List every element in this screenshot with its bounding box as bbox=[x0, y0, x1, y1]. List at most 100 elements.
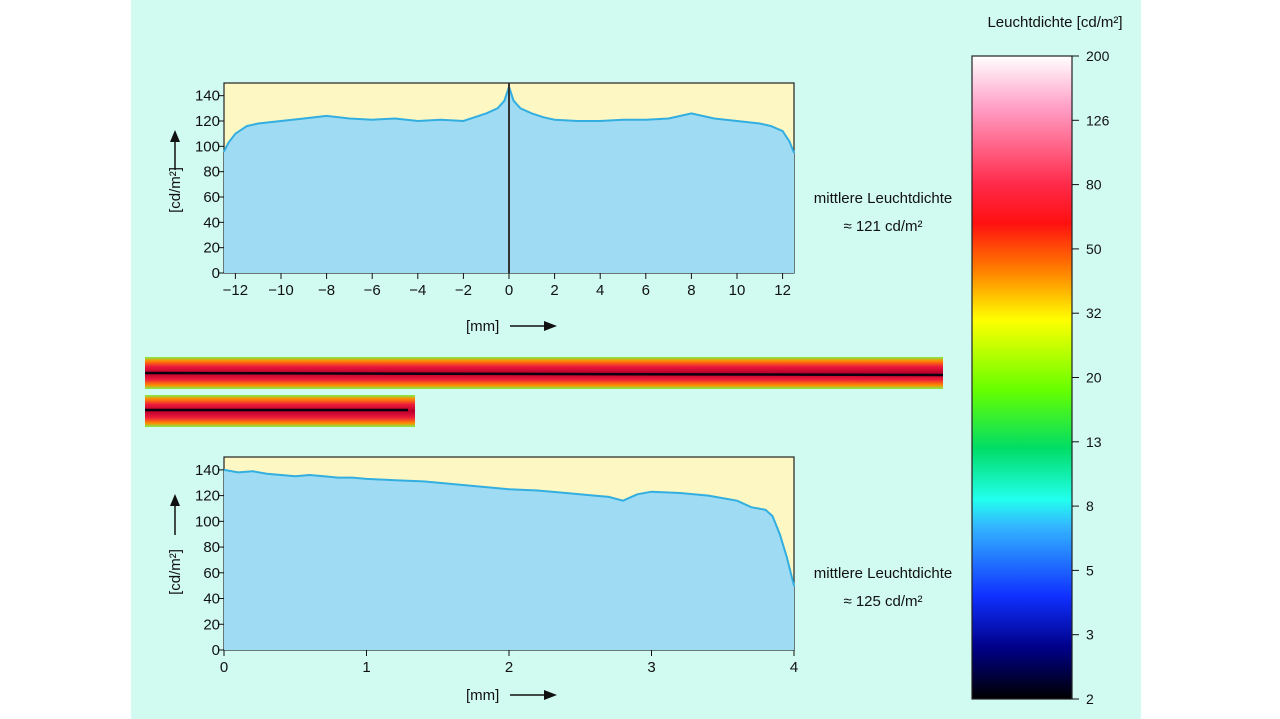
chart-top: −12 −10 −8 −6 −4 −2 0 2 4 6 8 10 1202040608010012014… bbox=[167, 82, 952, 335]
colorbar-tick-label-6: 13 bbox=[1086, 434, 1102, 450]
colorbar-tick-label-7: 8 bbox=[1086, 498, 1094, 514]
top-point-24 bbox=[576, 120, 579, 122]
top-point-26 bbox=[622, 118, 624, 121]
colorbar-tick-label-1: 126 bbox=[1086, 112, 1110, 128]
bottom-point-4 bbox=[280, 474, 282, 476]
top-xtick-label-0: −12 bbox=[223, 282, 248, 299]
top-ytick-label-0: 0 bbox=[212, 265, 220, 282]
top-point-6 bbox=[303, 117, 305, 120]
bottom-ytick-label-2: 40 bbox=[203, 591, 220, 608]
y-arrowhead-bottom bbox=[170, 494, 180, 506]
bottom-point-8 bbox=[337, 476, 339, 479]
bottom-point-16 bbox=[536, 489, 539, 492]
top-point-36 bbox=[793, 151, 795, 154]
x-arrowhead-bottom bbox=[544, 690, 557, 700]
bottom-point-3 bbox=[266, 472, 268, 475]
top-point-22 bbox=[542, 116, 544, 118]
top-point-15 bbox=[485, 112, 488, 115]
top-point-28 bbox=[667, 117, 670, 120]
bottom-ytick-label-4: 80 bbox=[203, 539, 220, 556]
top-point-30 bbox=[713, 117, 715, 120]
bottom-point-30 bbox=[786, 556, 788, 559]
bottom-point-9 bbox=[351, 476, 354, 479]
top-point-3 bbox=[246, 125, 248, 127]
bottom-point-6 bbox=[308, 474, 311, 476]
top-xtick-label-9: 6 bbox=[642, 282, 650, 299]
bottom-ytick-label-6: 120 bbox=[195, 488, 220, 505]
colorbar-gradient bbox=[971, 55, 1073, 700]
colorbar-tick-label-10: 2 bbox=[1086, 691, 1094, 707]
top-point-5 bbox=[280, 120, 282, 122]
colorbar-tick-label-4: 32 bbox=[1086, 305, 1102, 321]
top-xtick-label-11: 10 bbox=[729, 282, 746, 299]
top-xtick-label-6: 0 bbox=[505, 282, 513, 299]
luminance-strip-long bbox=[144, 357, 944, 389]
top-xtick-label-12: 12 bbox=[774, 282, 791, 299]
top-xtick-label-8: 4 bbox=[596, 282, 604, 299]
top-point-13 bbox=[462, 120, 465, 122]
ylabel-top: [cd/m²] bbox=[167, 167, 184, 213]
top-ytick-label-1: 20 bbox=[203, 240, 220, 257]
bottom-point-27 bbox=[764, 509, 767, 511]
luminance-strip-short bbox=[145, 395, 415, 427]
bottom-point-28 bbox=[771, 515, 774, 517]
annotation-top-line2: ≈ 121 cd/m² bbox=[843, 218, 922, 235]
top-point-19 bbox=[512, 99, 515, 102]
top-point-29 bbox=[690, 112, 693, 115]
chart-top-marks: −12 −10 −8 −6 −4 −2 0 2 4 6 8 10 1202040608010012014… bbox=[195, 83, 795, 299]
bottom-point-1 bbox=[237, 471, 240, 474]
bottom-point-7 bbox=[323, 475, 325, 478]
colorbar-tick-label-5: 20 bbox=[1086, 370, 1102, 386]
colorbar-tick-label-2: 80 bbox=[1086, 177, 1102, 193]
bottom-point-23 bbox=[679, 492, 681, 494]
top-point-27 bbox=[645, 118, 647, 121]
x-arrowhead-top bbox=[544, 321, 557, 331]
top-point-20 bbox=[519, 107, 522, 110]
top-ytick-label-7: 140 bbox=[195, 88, 220, 105]
bottom-point-10 bbox=[365, 478, 368, 480]
bottom-point-20 bbox=[622, 499, 624, 502]
top-point-2 bbox=[234, 132, 237, 135]
colorbar-tick-label-9: 3 bbox=[1086, 627, 1094, 643]
top-xtick-label-2: −8 bbox=[318, 282, 335, 299]
top-point-33 bbox=[770, 125, 772, 127]
top-point-11 bbox=[417, 120, 419, 122]
bottom-point-13 bbox=[451, 483, 453, 485]
bottom-xtick-label-3: 3 bbox=[647, 659, 655, 676]
bottom-xtick-label-1: 1 bbox=[362, 659, 370, 676]
top-point-7 bbox=[325, 115, 328, 117]
bottom-ytick-label-3: 60 bbox=[203, 565, 220, 582]
colorbar-tick-label-0: 200 bbox=[1086, 48, 1110, 64]
annotation-bottom-line1: mittlere Leuchtdichte bbox=[814, 565, 952, 582]
top-xtick-label-1: −10 bbox=[268, 282, 293, 299]
xlabel-top: [mm] bbox=[466, 318, 499, 335]
top-point-17 bbox=[503, 99, 506, 102]
top-point-4 bbox=[257, 122, 260, 125]
bottom-ytick-label-5: 100 bbox=[195, 513, 220, 530]
bottom-point-11 bbox=[394, 479, 396, 482]
bottom-point-2 bbox=[251, 470, 254, 473]
bottom-ytick-label-1: 20 bbox=[203, 616, 220, 633]
top-point-12 bbox=[439, 118, 442, 121]
xlabel-bottom: [mm] bbox=[466, 687, 499, 704]
top-point-23 bbox=[553, 118, 556, 121]
bottom-ytick-label-0: 0 bbox=[212, 642, 220, 659]
bottom-xtick-label-2: 2 bbox=[505, 659, 513, 676]
colorbar-title: Leuchtdichte [cd/m²] bbox=[987, 14, 1122, 31]
top-point-25 bbox=[599, 120, 601, 122]
top-point-1 bbox=[227, 141, 230, 144]
bottom-point-12 bbox=[422, 480, 425, 483]
bottom-point-18 bbox=[593, 494, 596, 497]
bottom-point-25 bbox=[736, 499, 738, 502]
bottom-point-29 bbox=[779, 533, 781, 535]
bottom-series-line-0 bbox=[223, 468, 795, 586]
top-point-35 bbox=[788, 140, 791, 143]
top-point-21 bbox=[531, 112, 533, 115]
y-arrowhead-top bbox=[170, 130, 180, 142]
bottom-point-21 bbox=[636, 493, 639, 496]
top-ytick-label-5: 100 bbox=[195, 138, 220, 155]
bottom-ytick-label-7: 140 bbox=[195, 462, 220, 479]
bottom-point-22 bbox=[650, 490, 653, 493]
